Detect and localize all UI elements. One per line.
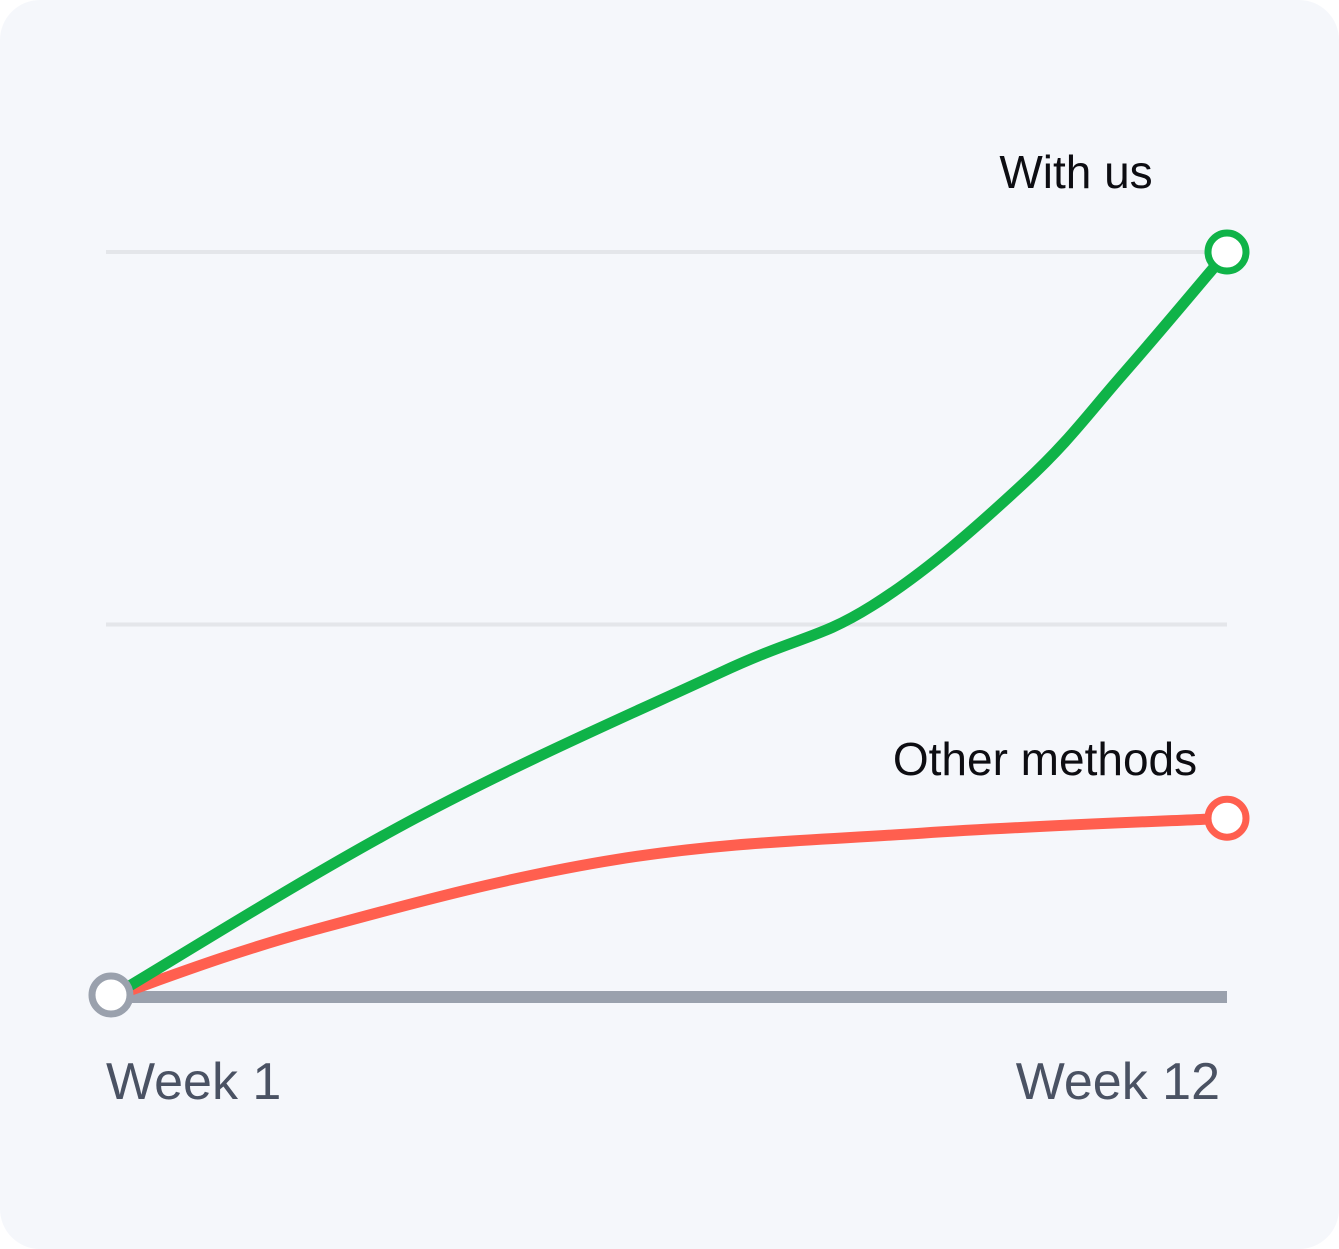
series-line-other-methods [105, 812, 1233, 1003]
series-label-with-us: With us [999, 146, 1152, 198]
series-label-other-methods: Other methods [893, 733, 1197, 785]
series-layer [105, 246, 1233, 1003]
label-layer: With us Other methods Week 1 Week 12 [106, 146, 1220, 1111]
marker-layer [88, 229, 1250, 1018]
end-point-with-us [1204, 229, 1250, 275]
grid-layer [106, 250, 1227, 627]
x-tick-label-start: Week 1 [106, 1053, 281, 1111]
start-point [88, 972, 134, 1018]
series-line-with-us [105, 246, 1233, 1003]
x-tick-label-end: Week 12 [1016, 1053, 1220, 1111]
end-point-other-methods [1204, 795, 1250, 841]
